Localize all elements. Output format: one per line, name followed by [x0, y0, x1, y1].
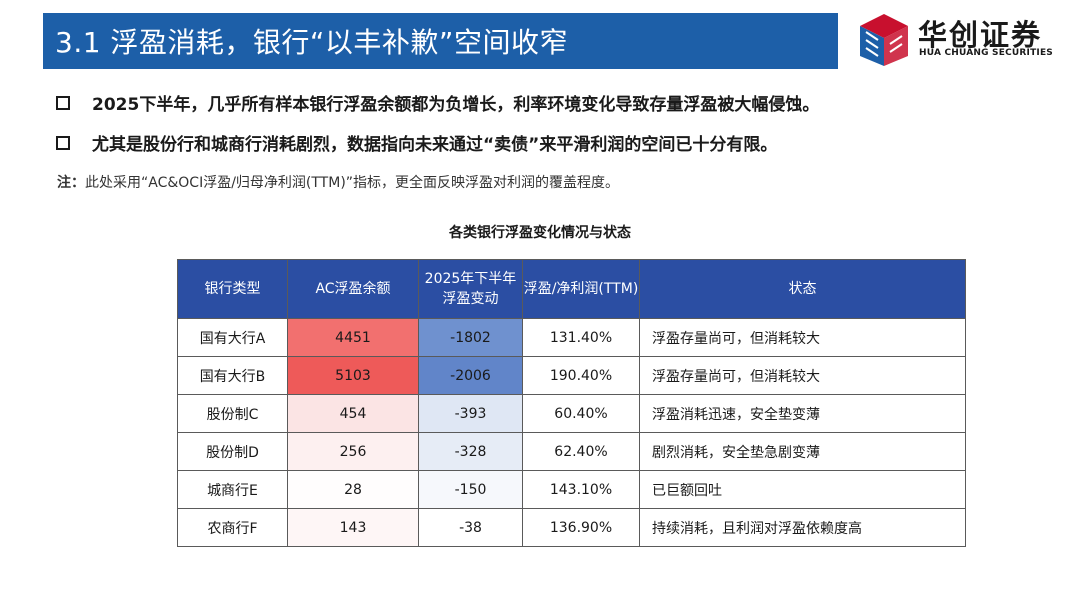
logo-name-cn: 华创证券 — [918, 18, 1043, 52]
square-bullet-icon — [56, 95, 70, 110]
bullet-point-2: 尤其是股份行和城商行消耗剧烈，数据指向未来通过“卖债”来平滑利润的空间已十分有限… — [56, 130, 777, 155]
bullet-point-1: 2025下半年，几乎所有样本银行浮盈余额都为负增长，利率环境变化导致存量浮盈被大… — [56, 90, 819, 115]
table-header-row: 银行类型 AC浮盈余额 2025年下半年浮盈变动 浮盈/净利润(TTM) 状态 — [177, 259, 966, 319]
table-row: 城商行E 28 -150 143.10% 已巨额回吐 — [177, 470, 966, 509]
table-row: 股份制D 256 -328 62.40% 剧烈消耗，安全垫急剧变薄 — [177, 432, 966, 471]
cell-status: 持续消耗，且利润对浮盈依赖度高 — [639, 508, 966, 547]
bullet-text-2: 尤其是股份行和城商行消耗剧烈，数据指向未来通过“卖债”来平滑利润的空间已十分有限… — [92, 135, 778, 155]
cell-h2-change: -1802 — [418, 318, 523, 357]
cell-ac-balance: 5103 — [287, 356, 419, 395]
cell-status: 浮盈存量尚可，但消耗较大 — [639, 318, 966, 357]
cell-gain-profit-ratio: 136.90% — [522, 508, 640, 547]
cell-status: 剧烈消耗，安全垫急剧变薄 — [639, 432, 966, 471]
table-row: 国有大行A 4451 -1802 131.40% 浮盈存量尚可，但消耗较大 — [177, 318, 966, 357]
cell-ac-balance: 256 — [287, 432, 419, 471]
cell-gain-profit-ratio: 60.40% — [522, 394, 640, 433]
title-bar: 3.1 浮盈消耗，银行“以丰补歉”空间收窄 — [43, 13, 838, 69]
cell-bank-type: 农商行F — [177, 508, 288, 547]
note-prefix: 注： — [57, 175, 85, 191]
table-title: 各类银行浮盈变化情况与状态 — [449, 225, 631, 241]
footnote: 注：此处采用“AC&OCI浮盈/归母净利润(TTM)”指标，更全面反映浮盈对利润… — [57, 172, 619, 192]
cell-gain-profit-ratio: 190.40% — [522, 356, 640, 395]
header-status: 状态 — [639, 259, 966, 319]
cell-status: 浮盈消耗迅速，安全垫变薄 — [639, 394, 966, 433]
square-bullet-icon — [56, 135, 70, 150]
header-bank-type: 银行类型 — [177, 259, 288, 319]
logo-mark-icon — [860, 14, 908, 66]
note-text: 此处采用“AC&OCI浮盈/归母净利润(TTM)”指标，更全面反映浮盈对利润的覆… — [85, 175, 620, 191]
cell-h2-change: -393 — [418, 394, 523, 433]
cell-ac-balance: 143 — [287, 508, 419, 547]
bank-floating-gain-table: 银行类型 AC浮盈余额 2025年下半年浮盈变动 浮盈/净利润(TTM) 状态 … — [177, 259, 966, 547]
cell-h2-change: -150 — [418, 470, 523, 509]
table-row: 股份制C 454 -393 60.40% 浮盈消耗迅速，安全垫变薄 — [177, 394, 966, 433]
company-logo: 华创证券 HUA CHUANG SECURITIES — [856, 8, 1071, 68]
table-row: 农商行F 143 -38 136.90% 持续消耗，且利润对浮盈依赖度高 — [177, 508, 966, 547]
cell-bank-type: 国有大行A — [177, 318, 288, 357]
header-h2-change: 2025年下半年浮盈变动 — [418, 259, 523, 319]
cell-ac-balance: 28 — [287, 470, 419, 509]
cell-status: 浮盈存量尚可，但消耗较大 — [639, 356, 966, 395]
cell-gain-profit-ratio: 131.40% — [522, 318, 640, 357]
cell-bank-type: 城商行E — [177, 470, 288, 509]
logo-name-en: HUA CHUANG SECURITIES — [919, 48, 1053, 58]
cell-h2-change: -38 — [418, 508, 523, 547]
cell-bank-type: 国有大行B — [177, 356, 288, 395]
header-gain-profit-ratio: 浮盈/净利润(TTM) — [522, 259, 640, 319]
cell-h2-change: -2006 — [418, 356, 523, 395]
cell-h2-change: -328 — [418, 432, 523, 471]
header-ac-balance: AC浮盈余额 — [287, 259, 419, 319]
table-row: 国有大行B 5103 -2006 190.40% 浮盈存量尚可，但消耗较大 — [177, 356, 966, 395]
cell-bank-type: 股份制C — [177, 394, 288, 433]
cell-ac-balance: 454 — [287, 394, 419, 433]
cell-gain-profit-ratio: 62.40% — [522, 432, 640, 471]
cell-gain-profit-ratio: 143.10% — [522, 470, 640, 509]
cell-ac-balance: 4451 — [287, 318, 419, 357]
cell-status: 已巨额回吐 — [639, 470, 966, 509]
page-title: 3.1 浮盈消耗，银行“以丰补歉”空间收窄 — [55, 26, 568, 59]
cell-bank-type: 股份制D — [177, 432, 288, 471]
bullet-text-1: 2025下半年，几乎所有样本银行浮盈余额都为负增长，利率环境变化导致存量浮盈被大… — [92, 95, 820, 115]
